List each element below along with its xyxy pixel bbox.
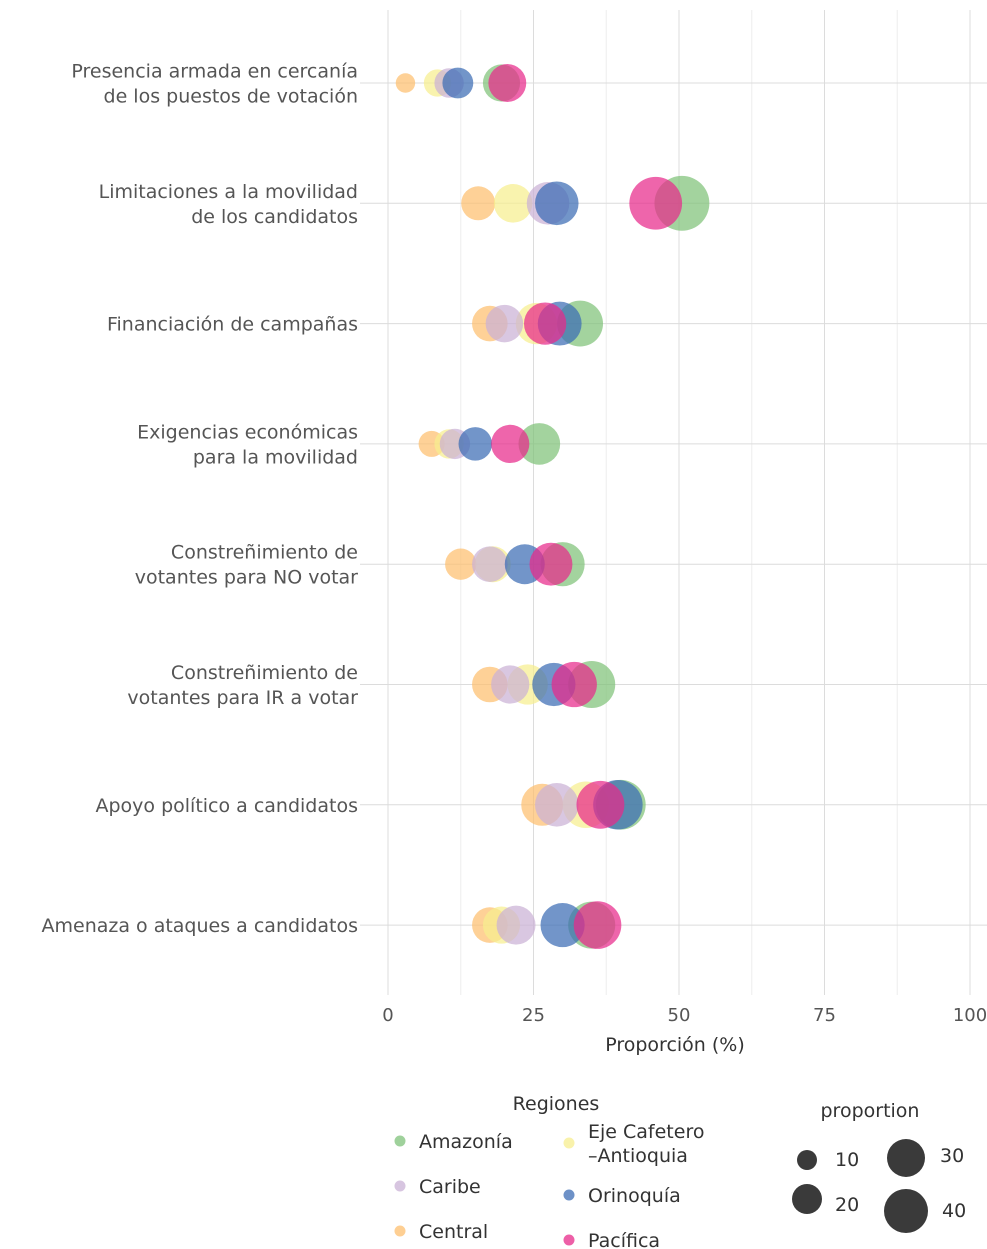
point bbox=[488, 64, 527, 102]
size-key bbox=[884, 1189, 928, 1233]
size-key-label: 10 bbox=[835, 1149, 859, 1171]
legend-label: Eje Cafetero bbox=[588, 1121, 704, 1143]
size-key bbox=[792, 1184, 822, 1214]
point bbox=[518, 423, 561, 465]
category-label: Amenaza o ataques a candidatos bbox=[42, 915, 359, 937]
point bbox=[540, 903, 585, 948]
data-points bbox=[395, 64, 710, 949]
point bbox=[496, 905, 536, 945]
legend-key bbox=[394, 1135, 406, 1147]
size-key bbox=[797, 1150, 817, 1170]
legend-key bbox=[394, 1180, 406, 1192]
x-tick-label: 25 bbox=[522, 1005, 545, 1026]
legend-label: Orinoquía bbox=[588, 1185, 681, 1207]
category-label: votantes para IR a votar bbox=[127, 687, 358, 709]
legend-key bbox=[563, 1234, 575, 1246]
point bbox=[535, 181, 579, 226]
category-label: para la movilidad bbox=[193, 446, 358, 468]
point bbox=[629, 176, 683, 230]
size-key bbox=[887, 1139, 925, 1177]
legend-key bbox=[563, 1189, 575, 1201]
category-label: votantes para NO votar bbox=[135, 567, 358, 589]
point bbox=[535, 783, 579, 827]
legend-proportion-title: proportion bbox=[821, 1100, 920, 1122]
category-labels: Presencia armada en cercanía de los puest… bbox=[42, 61, 359, 938]
point bbox=[395, 73, 416, 93]
category-label: Apoyo político a candidatos bbox=[95, 795, 358, 817]
legend-label: Caribe bbox=[419, 1176, 481, 1198]
category-label: de los puestos de votación bbox=[104, 86, 358, 108]
legend-label: Pacífica bbox=[588, 1230, 660, 1249]
category-label: Limitaciones a la movilidad bbox=[99, 181, 358, 203]
point bbox=[573, 901, 622, 949]
legend-proportion: proportion 10 20 30 40 bbox=[792, 1100, 966, 1233]
point bbox=[493, 183, 533, 223]
legend-key bbox=[394, 1225, 406, 1237]
x-tick-label: 100 bbox=[953, 1005, 987, 1026]
size-key-label: 20 bbox=[835, 1194, 859, 1216]
category-label: de los candidatos bbox=[191, 206, 358, 228]
point bbox=[445, 548, 477, 580]
point bbox=[461, 186, 496, 221]
point bbox=[491, 665, 530, 704]
point bbox=[551, 661, 597, 708]
x-axis-title: Proporción (%) bbox=[605, 1034, 745, 1056]
size-key-label: 40 bbox=[942, 1200, 966, 1222]
x-axis-ticks: 0 25 50 75 100 bbox=[382, 1005, 987, 1026]
legend-regions: Regiones Amazonía Caribe Central Eje Cafete… bbox=[394, 1093, 704, 1249]
category-label: Presencia armada en cercanía bbox=[71, 61, 358, 83]
point bbox=[523, 302, 567, 345]
category-label: Constreñimiento de bbox=[171, 542, 358, 564]
point bbox=[529, 542, 573, 586]
category-label: Financiación de campañas bbox=[107, 314, 358, 336]
legend-label: Central bbox=[419, 1221, 488, 1243]
x-tick-label: 0 bbox=[382, 1005, 393, 1026]
legend-key bbox=[563, 1137, 575, 1149]
legend-label: –Antioquia bbox=[588, 1145, 688, 1167]
point bbox=[458, 427, 493, 461]
point bbox=[442, 67, 474, 99]
point bbox=[472, 546, 508, 583]
x-tick-label: 50 bbox=[668, 1005, 691, 1026]
x-tick-label: 75 bbox=[813, 1005, 836, 1026]
point bbox=[485, 304, 524, 343]
point bbox=[576, 780, 625, 829]
category-label: Constreñimiento de bbox=[171, 662, 358, 684]
grid bbox=[360, 10, 987, 995]
size-key-label: 30 bbox=[940, 1145, 964, 1167]
legend-label: Amazonía bbox=[419, 1131, 513, 1153]
legend-regions-title: Regiones bbox=[513, 1093, 600, 1115]
point bbox=[491, 424, 530, 464]
category-label: Exigencias económicas bbox=[137, 421, 358, 443]
